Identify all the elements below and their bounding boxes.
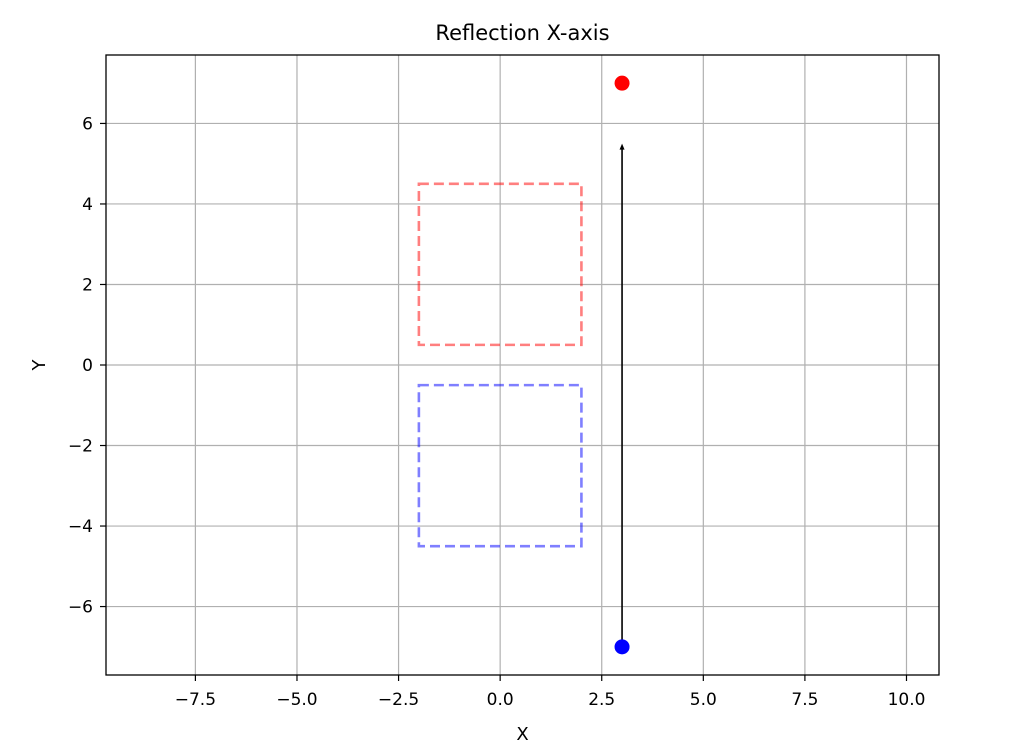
reflection-shapes [417, 75, 630, 655]
x-tick-label: 0.0 [487, 690, 514, 710]
y-tick-label: −4 [68, 517, 93, 537]
x-axis-label: X [516, 724, 528, 745]
x-tick-label: −5.0 [276, 690, 317, 710]
x-tick-label: 2.5 [588, 690, 615, 710]
arrow-head [619, 143, 625, 150]
y-axis-label: Y [29, 359, 50, 372]
x-tick-label: 7.5 [791, 690, 818, 710]
x-tick-label: −2.5 [378, 690, 419, 710]
y-tick-label: 0 [82, 356, 93, 376]
x-tick-label: 5.0 [690, 690, 717, 710]
axis-ticks: −7.5 −5.0 −2.5 0.0 2.5 5.0 7.5 10.0 −6 −4 −2 0 2 4 6 [68, 114, 925, 710]
x-tick-label: 10.0 [888, 690, 926, 710]
y-tick-label: 2 [82, 275, 93, 295]
y-tick-label: −2 [68, 437, 93, 457]
y-tick-label: 4 [82, 195, 93, 215]
original-point [614, 639, 630, 655]
y-tick-label: −6 [68, 598, 93, 618]
reflected-point [614, 75, 630, 91]
x-tick-label: −7.5 [175, 690, 216, 710]
reflected-rectangle [417, 182, 583, 347]
original-rectangle [417, 383, 583, 548]
chart-title: Reflection X-axis [435, 21, 609, 45]
y-tick-label: 6 [82, 114, 93, 134]
grid-lines [106, 55, 939, 675]
